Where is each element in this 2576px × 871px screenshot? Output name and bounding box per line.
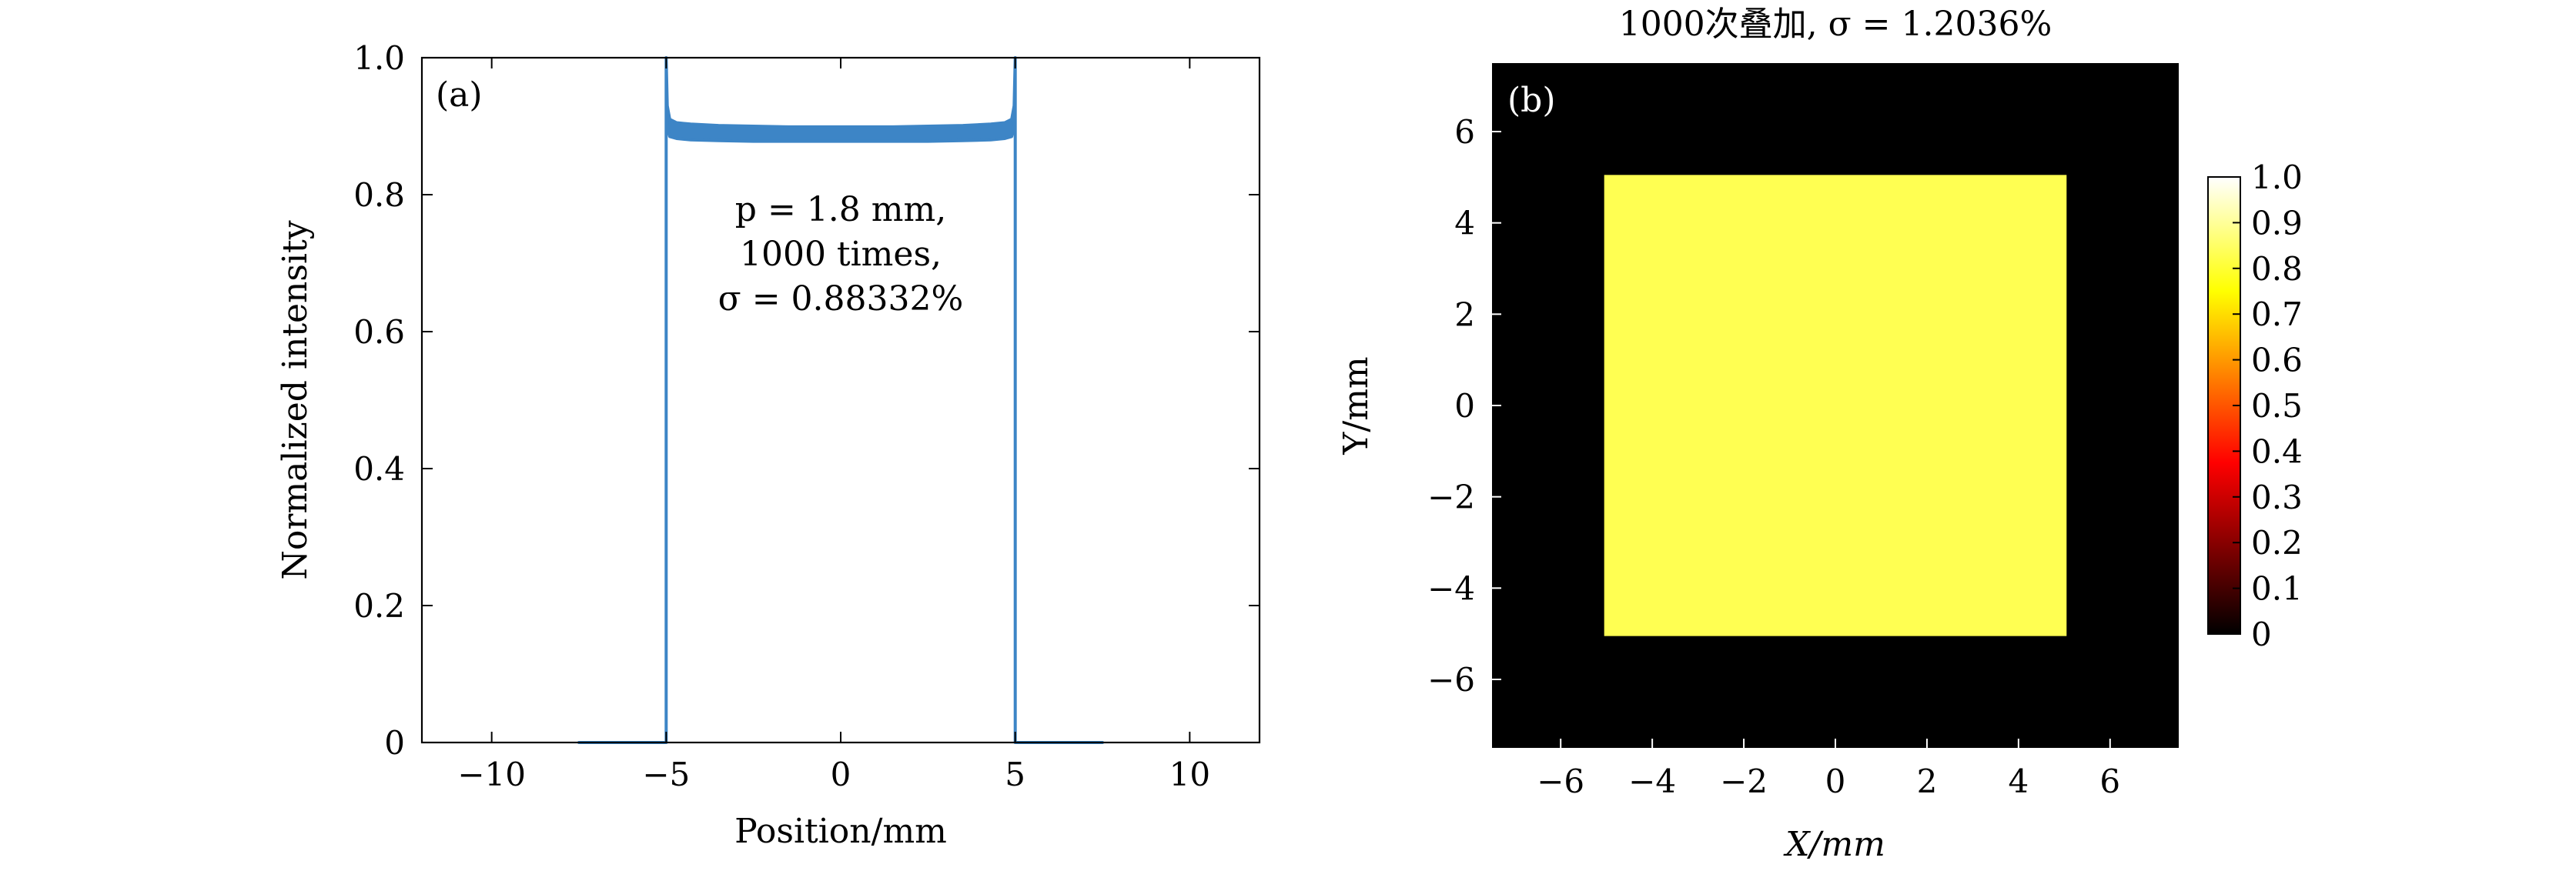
panel-a-x-tick-label: 0 [831, 756, 851, 793]
panel-a-plot-area [422, 58, 1260, 743]
panel-b-x-tick-label: −6 [1537, 763, 1584, 800]
panel-b-heatmap-region [1604, 175, 2067, 636]
panel-b-x-tick-label: 6 [2099, 763, 2120, 800]
panel-a-annotation-line-3: σ = 0.88332% [718, 279, 964, 319]
panel-b-y-tick-label: 2 [1454, 295, 1475, 333]
panel-a-y-axis-label: Normalized intensity [276, 220, 315, 579]
panel-b-x-ticks: −6 −4 −2 0 2 4 6 [1537, 739, 2120, 800]
panel-a-y-ticks: 0 0.2 0.4 0.6 0.8 1.0 [353, 39, 1260, 762]
panel-a-x-tick-label: 5 [1005, 756, 1025, 793]
panel-b-title: 1000次叠加, σ = 1.2036% [1619, 5, 2052, 44]
panel-a-x-axis-label: Position/mm [734, 812, 947, 851]
panel-a-y-tick-label: 0.2 [353, 587, 405, 625]
panel-b-y-tick-label: −4 [1427, 569, 1475, 607]
panel-a-y-tick-label: 0.8 [353, 176, 405, 214]
panel-a-y-tick-label: 0.4 [353, 450, 405, 488]
panel-b-x-axis-label: X/mm [1783, 825, 1885, 864]
panel-a-x-ticks: −10 −5 0 5 10 [457, 58, 1210, 793]
panel-b-x-tick-label: 0 [1825, 763, 1846, 800]
panel-b-y-tick-label: 6 [1454, 113, 1475, 151]
panel-b-x-tick-label: −2 [1720, 763, 1768, 800]
panel-b-colorbar-tick-label: 0.6 [2251, 342, 2303, 379]
panel-b-x-tick-label: 4 [2008, 763, 2029, 800]
panel-b-colorbar-tick-label: 0.3 [2251, 479, 2303, 516]
panel-b-y-axis-label: Y/mm [1337, 356, 1376, 455]
panel-b-colorbar-tick-label: 0 [2251, 616, 2272, 653]
panel-b-y-tick-label: −6 [1427, 661, 1475, 699]
panel-a-line-chart: −10 −5 0 5 10 0 0.2 0.4 0.6 0.8 1.0 (a) p = 1.8 m… [276, 39, 1261, 851]
panel-b-y-tick-label: −2 [1427, 479, 1475, 516]
panel-b-colorbar-tick-label: 0.7 [2251, 295, 2303, 333]
panel-a-x-tick-label: −10 [457, 756, 526, 793]
panel-a-y-tick-label: 0 [384, 724, 405, 762]
panel-b-colorbar-tick-label: 0.4 [2251, 432, 2303, 470]
panel-a-x-tick-label: 10 [1169, 756, 1210, 793]
panel-b-colorbar-tick-label: 0.2 [2251, 524, 2303, 562]
panel-a-annotation-line-2: 1000 times, [740, 235, 942, 274]
panel-b-colorbar-ticks: 0 0.1 0.2 0.3 0.4 0.5 0.6 0.7 0.8 0.9 1.0 [2233, 159, 2303, 653]
panel-a-annotation-line-1: p = 1.8 mm, [735, 190, 946, 229]
panel-b-colorbar-tick-label: 0.8 [2251, 250, 2303, 288]
panel-a-label: (a) [436, 75, 483, 115]
panel-a-y-tick-label: 1.0 [353, 39, 405, 77]
panel-a-y-tick-label: 0.6 [353, 313, 405, 351]
panel-b-x-tick-label: −4 [1628, 763, 1676, 800]
panel-b-colorbar-tick-label: 1.0 [2251, 159, 2303, 196]
panel-b-y-ticks: −6 −4 −2 0 2 4 6 [1427, 113, 1501, 699]
panel-b-colorbar-tick-label: 0.1 [2251, 570, 2303, 608]
panel-b-y-tick-label: 4 [1454, 205, 1475, 242]
panel-b-colorbar-tick-label: 0.9 [2251, 204, 2303, 242]
panel-b-heatmap: 1000次叠加, σ = 1.2036% −6 −4 −2 0 2 4 6 −6 −4 −2 0 2… [1337, 5, 2303, 864]
panel-a-x-tick-label: −5 [642, 756, 690, 793]
panel-b-label: (b) [1507, 81, 1556, 120]
panel-b-colorbar-tick-label: 0.5 [2251, 387, 2303, 425]
panel-b-x-tick-label: 2 [1917, 763, 1938, 800]
panel-b-y-tick-label: 0 [1454, 387, 1475, 425]
